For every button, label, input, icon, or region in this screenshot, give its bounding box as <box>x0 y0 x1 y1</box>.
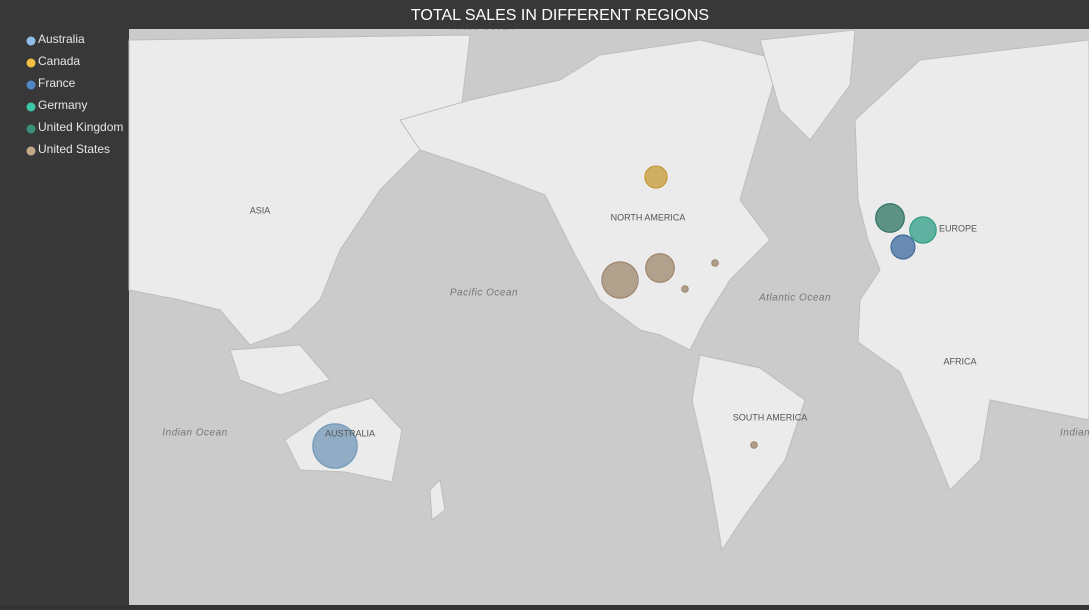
legend-marker[interactable] <box>26 146 36 156</box>
land <box>128 29 1089 552</box>
ocean-label: Pacific Ocean <box>450 288 518 299</box>
legend-marker[interactable] <box>26 58 36 68</box>
legend-label[interactable]: Australia <box>38 32 85 46</box>
land-eurasia-africa <box>854 39 1089 491</box>
ocean-label: Indian Ocean <box>1060 428 1089 439</box>
land-se-asia <box>229 344 331 396</box>
land-new-zealand <box>429 478 446 521</box>
legend-marker[interactable] <box>26 102 36 112</box>
land-south-america <box>691 354 806 552</box>
bubbles <box>312 165 937 469</box>
bubble[interactable] <box>681 285 689 293</box>
legend-label[interactable]: United Kingdom <box>38 120 123 134</box>
continent-label: NORTH AMERICA <box>611 212 686 222</box>
legend: Australia Canada France Germany United Kingd… <box>26 32 123 156</box>
continent-label: EUROPE <box>939 223 977 233</box>
legend-label[interactable]: Germany <box>38 98 87 112</box>
bubble[interactable] <box>645 253 675 283</box>
legend-label[interactable]: United States <box>38 142 110 156</box>
bubble[interactable] <box>909 216 937 244</box>
bubble[interactable] <box>644 165 668 189</box>
title-bar <box>0 0 1089 29</box>
legend-label[interactable]: Canada <box>38 54 80 68</box>
continent-label: SOUTH AMERICA <box>733 412 808 422</box>
ocean-label: Atlantic Ocean <box>758 293 831 304</box>
land-greenland <box>759 29 856 141</box>
legend-label[interactable]: France <box>38 76 76 90</box>
bubble[interactable] <box>750 441 758 449</box>
bubble[interactable] <box>711 259 719 267</box>
continent-label: AUSTRALIA <box>325 428 375 438</box>
bubble[interactable] <box>312 423 358 469</box>
land-north-america <box>399 39 781 351</box>
bubble[interactable] <box>890 234 916 260</box>
bubble[interactable] <box>875 203 905 233</box>
continent-label: ASIA <box>250 205 271 215</box>
title: TOTAL SALES IN DIFFERENT REGIONS <box>411 7 709 24</box>
continent-label: AFRICA <box>943 356 976 366</box>
bubble[interactable] <box>601 261 639 299</box>
ocean-label: Indian Ocean <box>162 428 228 439</box>
legend-marker[interactable] <box>26 36 36 46</box>
legend-marker[interactable] <box>26 80 36 90</box>
legend-marker[interactable] <box>26 124 36 134</box>
